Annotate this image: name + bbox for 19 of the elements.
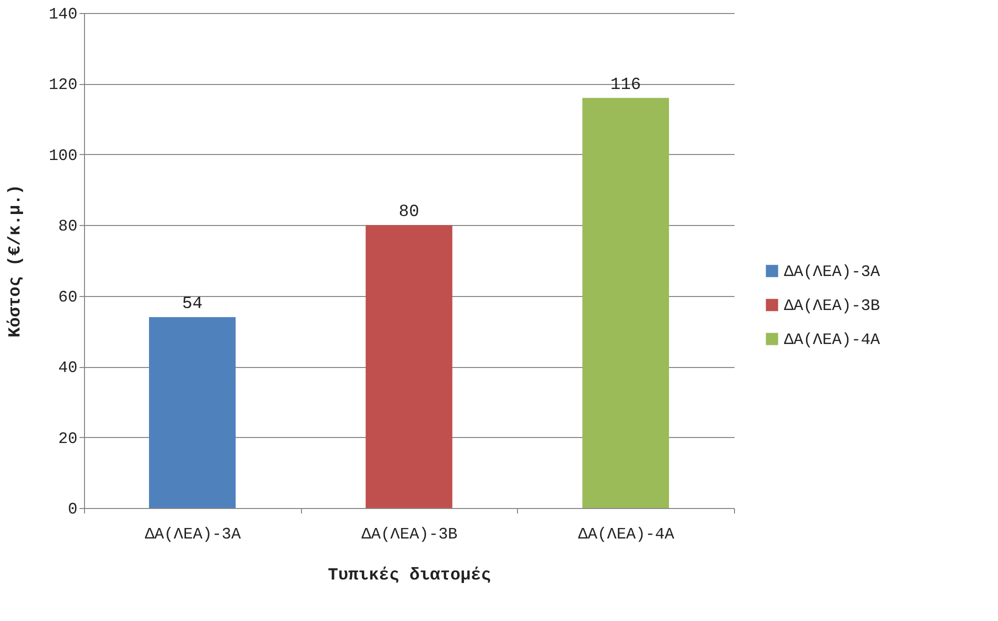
- legend-label: ΔΑ(ΛΕΑ)-3Β: [784, 297, 880, 315]
- x-tick-label: ΔΑ(ΛΕΑ)-3Α: [144, 526, 242, 544]
- y-tick-label: 100: [48, 146, 78, 165]
- y-tick-label: 60: [58, 288, 78, 306]
- data-label: 54: [182, 295, 203, 314]
- y-tick-label: 0: [68, 500, 78, 518]
- y-tick-label: 140: [48, 6, 78, 24]
- legend-label: ΔΑ(ΛΕΑ)-4Α: [784, 331, 880, 349]
- y-tick-label: 80: [58, 218, 78, 236]
- x-axis-title: Τυπικές διατομές: [328, 566, 492, 586]
- y-axis-title: Κόστος (€/κ.μ.): [6, 184, 26, 338]
- legend-label: ΔΑ(ΛΕΑ)-3Α: [784, 263, 880, 281]
- y-tick-label: 40: [58, 359, 78, 378]
- y-tick-label: 20: [58, 430, 78, 448]
- x-tick-label: ΔΑ(ΛΕΑ)-3Β: [361, 526, 458, 544]
- x-tick-label: ΔΑ(ΛΕΑ)-4Α: [578, 526, 675, 544]
- y-tick-label: 120: [48, 76, 78, 94]
- data-label: 116: [610, 76, 641, 95]
- data-label: 80: [398, 203, 420, 222]
